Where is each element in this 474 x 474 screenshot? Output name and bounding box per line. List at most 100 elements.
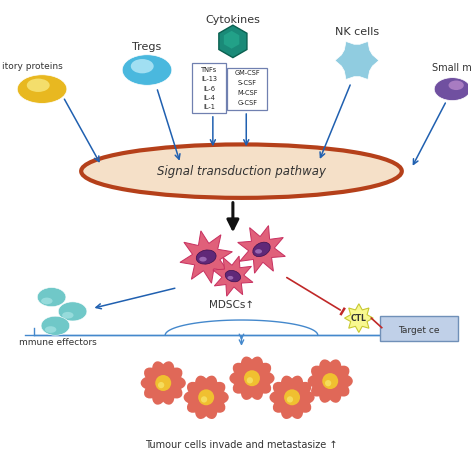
Polygon shape xyxy=(335,41,379,80)
Polygon shape xyxy=(213,256,253,296)
Ellipse shape xyxy=(45,326,56,333)
Circle shape xyxy=(244,370,260,386)
Ellipse shape xyxy=(311,381,329,397)
Ellipse shape xyxy=(144,383,162,399)
Ellipse shape xyxy=(58,302,87,321)
Ellipse shape xyxy=(41,298,53,304)
Ellipse shape xyxy=(241,356,255,376)
Ellipse shape xyxy=(183,391,203,404)
Ellipse shape xyxy=(152,385,166,405)
Text: NK cells: NK cells xyxy=(335,27,379,37)
Ellipse shape xyxy=(289,375,303,395)
Ellipse shape xyxy=(131,59,154,73)
Ellipse shape xyxy=(255,372,274,385)
Circle shape xyxy=(287,396,293,402)
Text: IL-6: IL-6 xyxy=(203,86,215,91)
Ellipse shape xyxy=(164,367,182,383)
Ellipse shape xyxy=(281,375,295,395)
Ellipse shape xyxy=(160,385,174,405)
Ellipse shape xyxy=(448,81,464,90)
Ellipse shape xyxy=(241,381,255,400)
Ellipse shape xyxy=(196,250,216,264)
Circle shape xyxy=(155,375,171,391)
Ellipse shape xyxy=(281,400,295,419)
Ellipse shape xyxy=(333,374,353,388)
Ellipse shape xyxy=(331,365,349,382)
Circle shape xyxy=(247,377,253,383)
Ellipse shape xyxy=(195,375,210,395)
Ellipse shape xyxy=(187,397,205,413)
Ellipse shape xyxy=(141,376,161,390)
Ellipse shape xyxy=(160,361,174,381)
Ellipse shape xyxy=(207,382,225,398)
Text: G-CSF: G-CSF xyxy=(237,100,257,106)
Text: M-CSF: M-CSF xyxy=(237,90,257,96)
Ellipse shape xyxy=(187,382,205,398)
Text: CTL: CTL xyxy=(351,314,367,323)
Ellipse shape xyxy=(17,75,67,103)
Polygon shape xyxy=(219,25,247,58)
Ellipse shape xyxy=(27,79,50,92)
Bar xyxy=(192,64,226,113)
Ellipse shape xyxy=(273,397,291,413)
Text: Small m: Small m xyxy=(432,63,472,73)
Circle shape xyxy=(198,389,214,405)
Ellipse shape xyxy=(122,55,172,85)
Ellipse shape xyxy=(199,257,207,262)
Ellipse shape xyxy=(295,391,315,404)
Ellipse shape xyxy=(195,400,210,419)
Bar xyxy=(380,316,458,341)
Polygon shape xyxy=(345,304,373,332)
Ellipse shape xyxy=(203,400,217,419)
Ellipse shape xyxy=(253,363,271,379)
Ellipse shape xyxy=(229,372,249,385)
Ellipse shape xyxy=(233,363,251,379)
Ellipse shape xyxy=(233,378,251,394)
Ellipse shape xyxy=(327,383,341,403)
Text: mmune effectors: mmune effectors xyxy=(19,338,97,347)
Ellipse shape xyxy=(249,356,263,376)
Text: S-CSF: S-CSF xyxy=(237,80,257,86)
Ellipse shape xyxy=(308,374,328,388)
Text: MDSCs↑: MDSCs↑ xyxy=(210,300,255,310)
Polygon shape xyxy=(180,231,232,283)
Ellipse shape xyxy=(319,383,334,403)
Ellipse shape xyxy=(253,378,271,394)
Ellipse shape xyxy=(293,382,311,398)
Text: Signal transduction pathway: Signal transduction pathway xyxy=(157,164,326,178)
Circle shape xyxy=(325,380,331,386)
Polygon shape xyxy=(238,226,285,273)
Ellipse shape xyxy=(270,391,290,404)
Circle shape xyxy=(201,396,207,402)
Polygon shape xyxy=(224,31,239,49)
Ellipse shape xyxy=(331,381,349,397)
Ellipse shape xyxy=(319,359,334,379)
Text: IL-13: IL-13 xyxy=(201,76,217,82)
Ellipse shape xyxy=(152,361,166,381)
Ellipse shape xyxy=(81,145,402,198)
Ellipse shape xyxy=(144,367,162,383)
Ellipse shape xyxy=(289,400,303,419)
Ellipse shape xyxy=(203,375,217,395)
Ellipse shape xyxy=(273,382,291,398)
Ellipse shape xyxy=(228,276,233,280)
Text: GM-CSF: GM-CSF xyxy=(234,70,260,76)
Text: Tregs: Tregs xyxy=(132,42,162,52)
Circle shape xyxy=(322,373,338,389)
Text: Target ce: Target ce xyxy=(398,326,440,335)
Ellipse shape xyxy=(209,391,229,404)
Text: Cytokines: Cytokines xyxy=(205,15,260,26)
Ellipse shape xyxy=(164,383,182,399)
Text: itory proteins: itory proteins xyxy=(2,62,63,71)
Ellipse shape xyxy=(207,397,225,413)
Ellipse shape xyxy=(293,397,311,413)
Circle shape xyxy=(158,382,164,388)
Text: IL-4: IL-4 xyxy=(203,95,215,101)
Text: TNFs: TNFs xyxy=(201,67,217,73)
Ellipse shape xyxy=(434,78,471,100)
Bar xyxy=(227,68,267,110)
Text: IL-1: IL-1 xyxy=(203,104,215,110)
Ellipse shape xyxy=(255,249,262,254)
Ellipse shape xyxy=(249,381,263,400)
Ellipse shape xyxy=(62,312,73,319)
